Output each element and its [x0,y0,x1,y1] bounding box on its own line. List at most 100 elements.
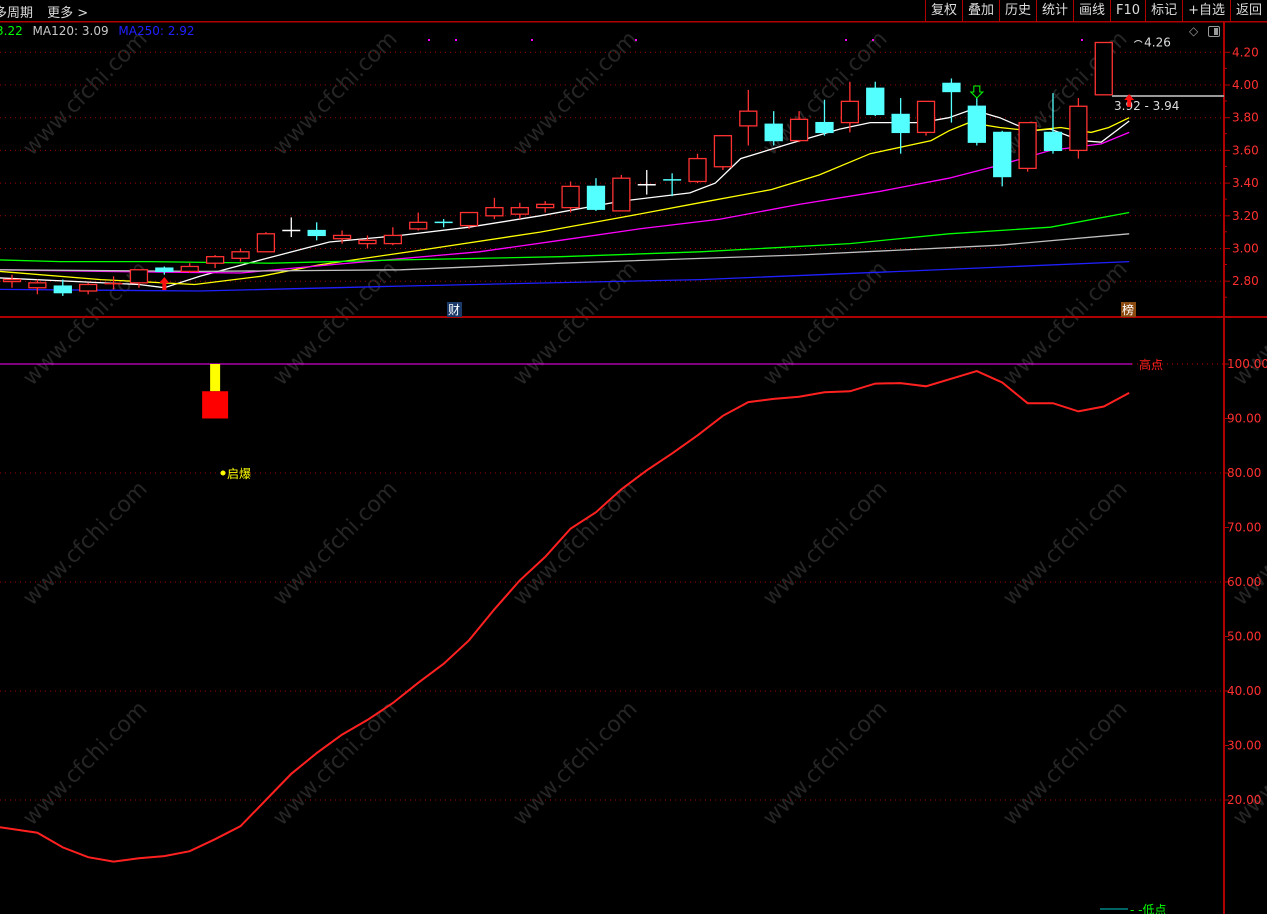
ranking-marker: 榜 [1122,302,1134,317]
candlestick [1043,93,1063,154]
price-tick-label: 3.20 [1232,209,1259,223]
watermark-text: www.cfchi.com [508,257,642,391]
period-menu: 多周期 更多 > [0,2,98,21]
candlestick [332,230,352,244]
f10-button[interactable]: F10 [1110,0,1145,21]
indicator-tick-label: 20.00 [1227,793,1261,807]
watermark-text: www.cfchi.com [508,477,642,611]
indicator-tick-label: 100.00 [1227,357,1267,371]
candlestick [713,135,733,171]
candle-body [536,203,555,209]
candlestick [282,217,301,238]
candlestick [561,181,580,213]
candle-body [510,206,529,215]
more-button[interactable]: 更多 > [47,6,89,21]
candlestick [764,111,783,146]
candle-body [612,177,631,212]
candlestick [129,269,149,288]
signal-stick [210,364,221,392]
add-watchlist-button[interactable]: +自选 [1182,0,1230,21]
ma120-line [0,233,1130,273]
candlestick [1094,41,1113,96]
candle-body [891,113,910,134]
price-tick-label: 4.20 [1232,45,1259,59]
candlestick [409,212,428,231]
candlestick [256,232,276,253]
price-tick-label: 3.00 [1232,242,1259,256]
mark-button[interactable]: 标记 [1145,0,1182,21]
high-pointer-icon [1133,39,1143,43]
candlestick [307,222,326,241]
watermark-text: www.cfchi.com [998,697,1132,831]
indicator-tick-label: 50.00 [1227,630,1261,644]
candlestick [612,174,631,212]
watermark-text: www.cfchi.com [1228,697,1267,831]
candle-body [231,251,250,259]
candle-body [967,105,986,143]
candlestick [79,282,98,295]
price-tick-label: 3.60 [1232,143,1259,157]
candlestick [28,279,47,295]
candlestick [205,255,225,269]
statistics-button[interactable]: 统计 [1036,0,1073,21]
watermark-text: www.cfchi.com [268,257,402,391]
signal-box [202,391,229,419]
ma250-line [0,260,1130,292]
candlestick [739,89,758,146]
price-tick-label: 4.00 [1232,78,1259,92]
candlestick [434,219,453,228]
candle-body [1018,121,1037,170]
candlestick [2,274,22,288]
watermark-text: www.cfchi.com [18,697,152,831]
overlay-button[interactable]: 叠加 [961,0,999,21]
event-dot [531,39,533,41]
candle-body [129,269,149,284]
multi-period-button[interactable]: 多周期 [0,6,34,21]
candlestick [916,100,936,136]
draw-line-button[interactable]: 画线 [1073,0,1110,21]
ma250-value: MA250: 2.92 [118,24,195,38]
back-button[interactable]: 返回 [1229,0,1267,21]
candlestick [815,99,834,136]
candlestick [510,202,529,220]
high-price-label: 4.26 [1144,35,1171,49]
event-dot [1081,39,1083,41]
ma-legend: 3.22 MA120: 3.09 MA250: 2.92 [0,24,200,38]
candle-body [764,123,783,142]
indicator-tick-label: 30.00 [1227,739,1261,753]
candle-body [789,118,809,142]
candle-body [1094,41,1113,96]
restore-rights-button[interactable]: 复权 [924,0,962,21]
finance-marker-bg [447,302,462,317]
candle-body [459,211,479,227]
watermark-text: www.cfchi.com [758,697,892,831]
candle-body [713,135,733,168]
top-toolbar: 多周期 更多 > 复权 叠加 历史 统计 画线 F10 标记 +自选 返回 [0,0,1267,22]
diamond-icon[interactable]: ◇ [1189,24,1199,38]
watermark-text: www.cfchi.com [508,697,642,831]
watermark-text: www.cfchi.com [758,477,892,611]
candle-body [942,82,961,93]
watermark-text: www.cfchi.com [268,477,402,611]
candle-body [358,239,377,245]
indicator-tick-label: 60.00 [1227,575,1261,589]
high-level-label: 高点 [1139,357,1163,372]
panel-toggle-icon[interactable] [1208,26,1220,37]
candle-body [409,221,428,230]
candle-body [155,267,174,273]
candlestick [866,81,885,117]
candle-body [79,283,98,292]
red-up-arrow-icon [1124,94,1135,107]
candle-body [586,185,606,210]
candle-body [53,285,72,294]
candlestick [358,235,377,249]
watermark-text: www.cfchi.com [18,27,152,161]
candlestick [993,130,1012,187]
event-dot [845,39,847,41]
candlestick [586,178,606,211]
history-button[interactable]: 历史 [998,0,1036,21]
candle-body [485,206,504,217]
candle-body [307,229,326,237]
candlestick [104,276,123,290]
